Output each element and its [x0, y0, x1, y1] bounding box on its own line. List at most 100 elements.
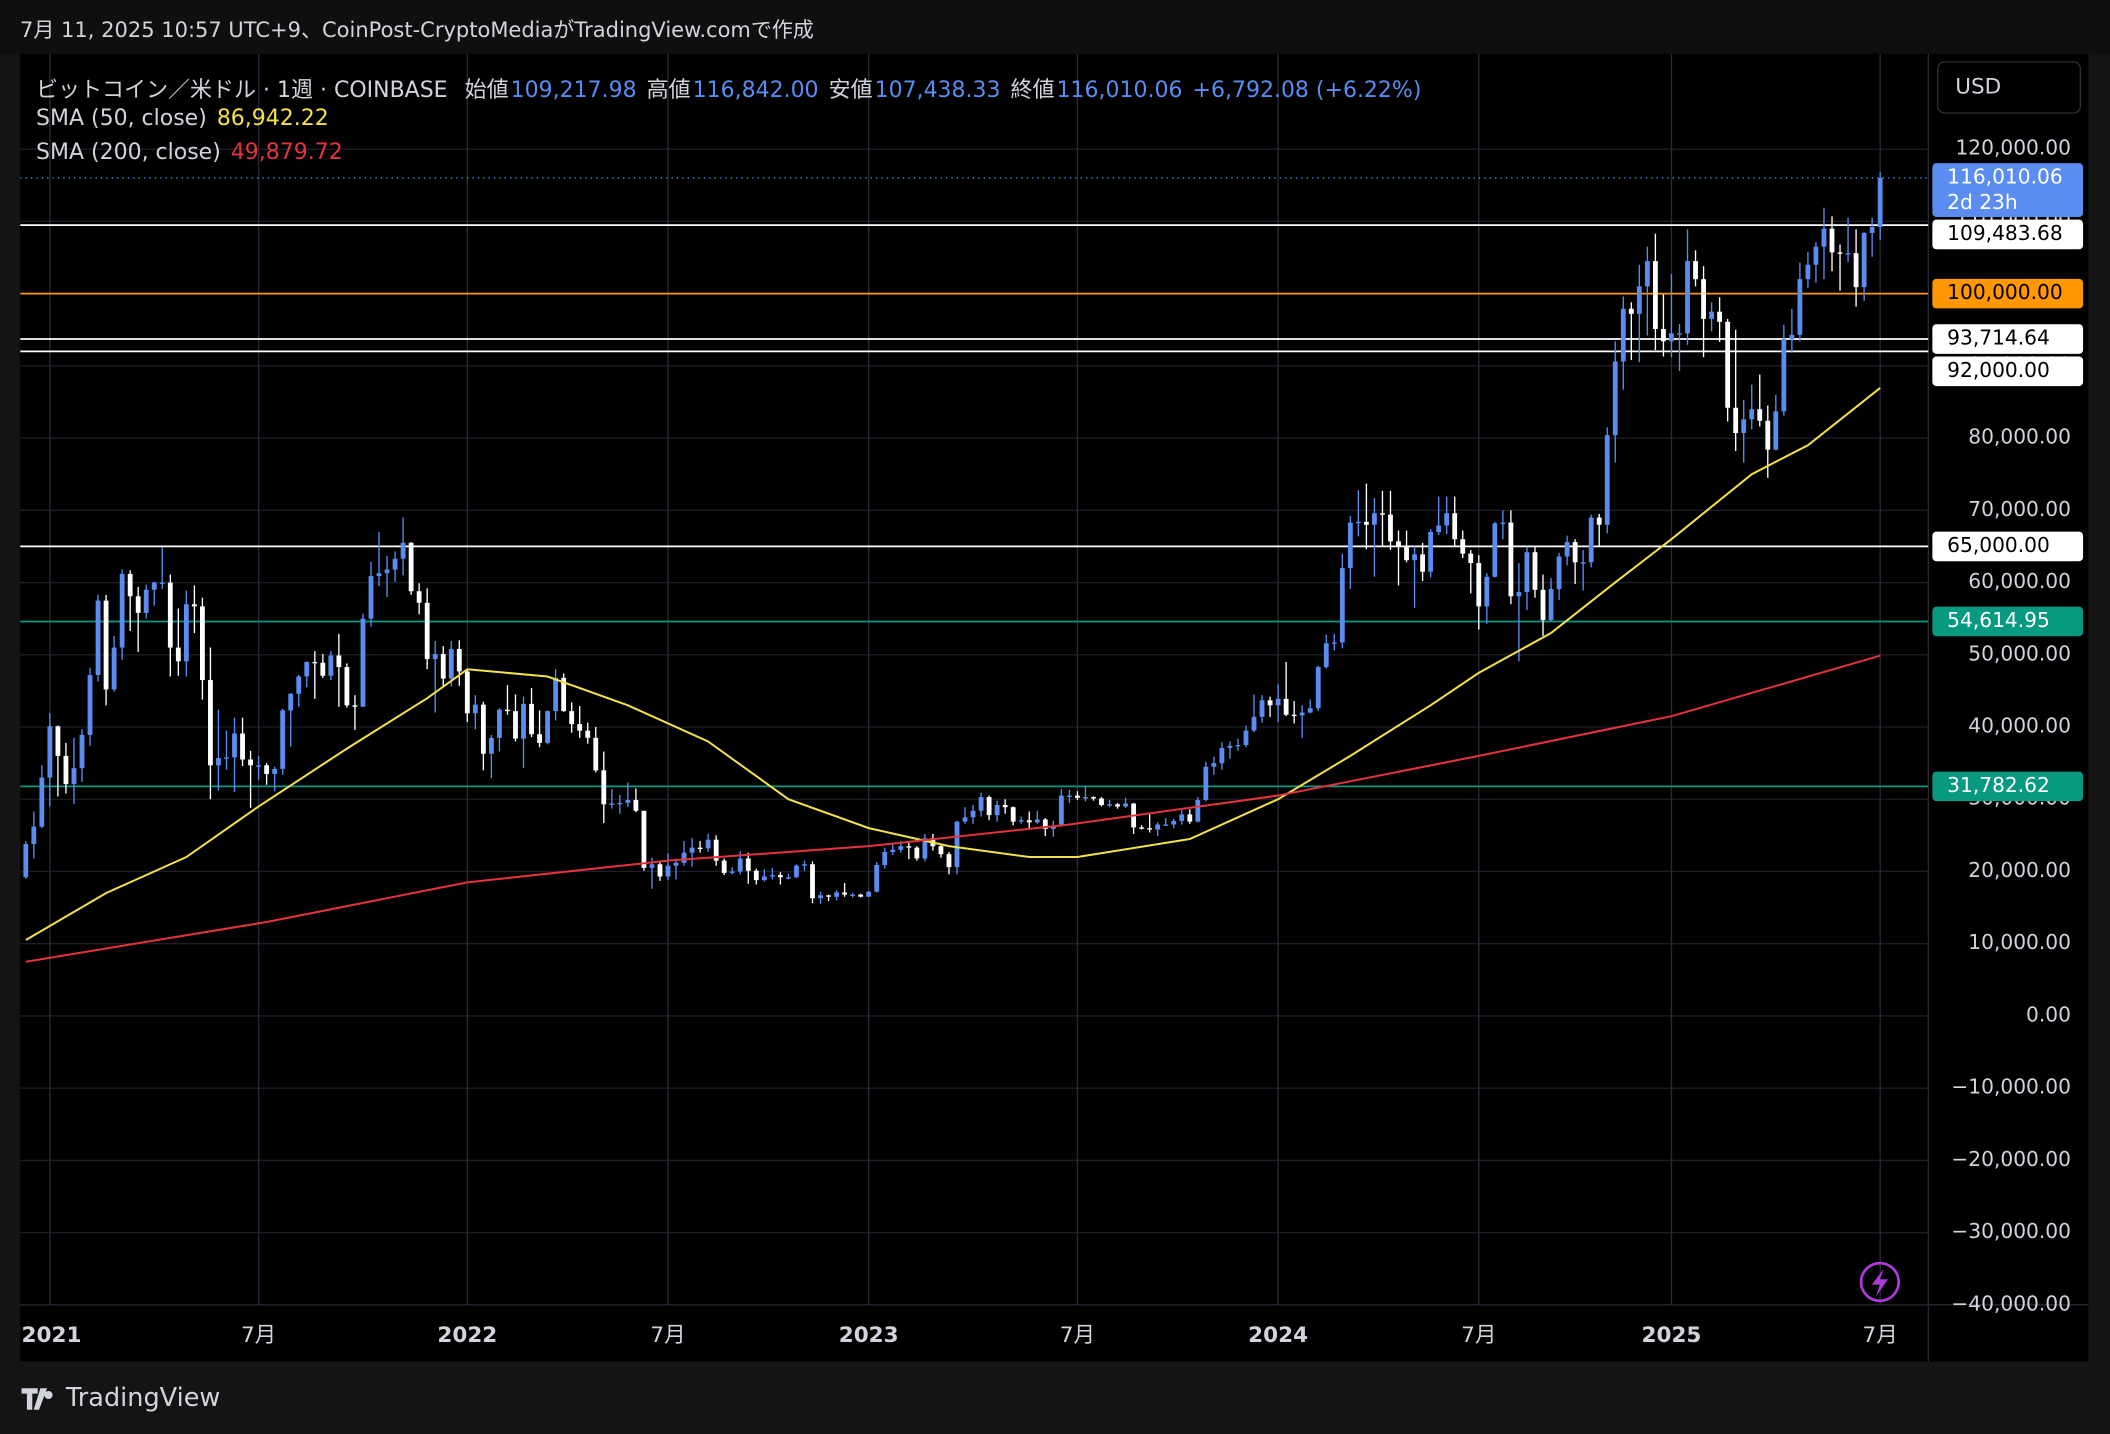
candle-body: [416, 591, 422, 603]
candle-body: [87, 675, 93, 735]
candle-body: [1155, 824, 1161, 830]
candle-body: [1701, 279, 1706, 319]
candle-body: [71, 768, 77, 785]
candle-body: [1596, 517, 1602, 525]
candle-body: [480, 704, 486, 754]
candle-body: [1661, 329, 1666, 342]
y-tick-label: 80,000.00: [1968, 425, 2071, 449]
candle-body: [248, 759, 253, 766]
candle-body: [1331, 642, 1337, 644]
candle-body: [866, 891, 872, 897]
candle-body: [858, 894, 864, 897]
candle-body: [1468, 553, 1474, 564]
candle-body: [1179, 814, 1185, 821]
candle-body: [513, 711, 518, 739]
candle-body: [23, 844, 29, 878]
candle-body: [585, 730, 591, 738]
ohlc-label: 始値: [464, 78, 509, 103]
candle-body: [1620, 308, 1626, 362]
candle-body: [1869, 227, 1875, 233]
candle-body: [408, 542, 414, 592]
candle-body: [127, 573, 133, 597]
candle-body: [665, 865, 671, 877]
candle-body: [280, 710, 286, 769]
candle-body: [1010, 807, 1016, 822]
candle-body: [890, 849, 896, 852]
y-tick-label: −40,000.00: [1951, 1291, 2071, 1315]
candle-body: [1604, 435, 1610, 525]
candle-body: [962, 817, 968, 822]
candle-body: [914, 847, 920, 859]
candle-body: [1837, 252, 1843, 254]
candle-body: [1556, 556, 1562, 590]
level-label: 109,483.68: [1947, 221, 2063, 245]
candle-body: [464, 671, 470, 714]
flash-icon[interactable]: [1859, 1261, 1901, 1303]
candle-body: [472, 704, 478, 714]
countdown: 2d 23h: [1947, 190, 2018, 214]
candle-body: [1420, 554, 1426, 572]
legend-name: SMA (200, close): [36, 140, 221, 165]
candle-body: [39, 777, 45, 827]
candle-body: [1380, 513, 1385, 515]
candle-body: [633, 799, 639, 811]
candle-body: [424, 602, 430, 660]
candle-body: [440, 654, 446, 679]
candle-body: [328, 655, 334, 676]
y-tick-label: 10,000.00: [1968, 930, 2071, 954]
candle-body: [1251, 716, 1257, 731]
candle-body: [95, 600, 101, 676]
x-tick-label: 2021: [22, 1323, 82, 1348]
candle-body: [826, 895, 831, 897]
candle-body: [1813, 246, 1819, 265]
candle-body: [561, 677, 567, 712]
candle-body: [753, 870, 759, 881]
candle-body: [1355, 521, 1361, 524]
candle-body: [200, 606, 205, 681]
candle-body: [151, 582, 157, 590]
level-label: 93,714.64: [1947, 326, 2050, 350]
candle-body: [593, 737, 599, 771]
candle-body: [786, 877, 791, 879]
candle-body: [256, 765, 262, 767]
candle-body: [272, 768, 278, 774]
legend-name: SMA (50, close): [36, 106, 207, 131]
candle-body: [1267, 700, 1273, 706]
time-axis: [20, 1304, 2089, 1362]
price-axis: [1928, 53, 2089, 1305]
candle-body: [874, 864, 880, 892]
candle-body: [1066, 795, 1072, 797]
candle-body: [31, 826, 37, 845]
candle-body: [1669, 333, 1674, 342]
candle-body: [488, 737, 494, 754]
candle-body: [1412, 554, 1417, 561]
candle-body: [1484, 576, 1490, 607]
candle-body: [320, 662, 326, 676]
candle-body: [232, 733, 237, 758]
candle-body: [344, 667, 350, 706]
candle-body: [1139, 827, 1145, 829]
currency: USD: [1955, 74, 2001, 99]
sma-legend: SMA (50, close) 86,942.22: [36, 106, 339, 131]
candle-body: [609, 803, 615, 805]
candle-body: [1741, 419, 1747, 434]
candle-body: [1363, 521, 1369, 525]
x-tick-label: 2022: [437, 1323, 497, 1348]
candle-body: [63, 755, 69, 785]
candle-body: [1612, 361, 1618, 436]
candle-body: [1797, 279, 1803, 335]
candle-body: [368, 576, 374, 619]
legend-value: 86,942.22: [216, 106, 329, 131]
symbol-header: ビットコイン／米ドル · 1週 · COINBASE 始値109,217.98 高…: [36, 72, 1431, 104]
candle-body: [761, 876, 767, 881]
y-tick-label: 0.00: [2026, 1002, 2071, 1026]
level-label: 92,000.00: [1947, 358, 2050, 382]
candle-body: [1861, 232, 1867, 288]
candle-body: [1123, 803, 1128, 807]
currency-button[interactable]: [1937, 61, 2082, 114]
candle-body: [288, 693, 294, 711]
candle-body: [1564, 542, 1570, 557]
candle-body: [777, 875, 783, 878]
